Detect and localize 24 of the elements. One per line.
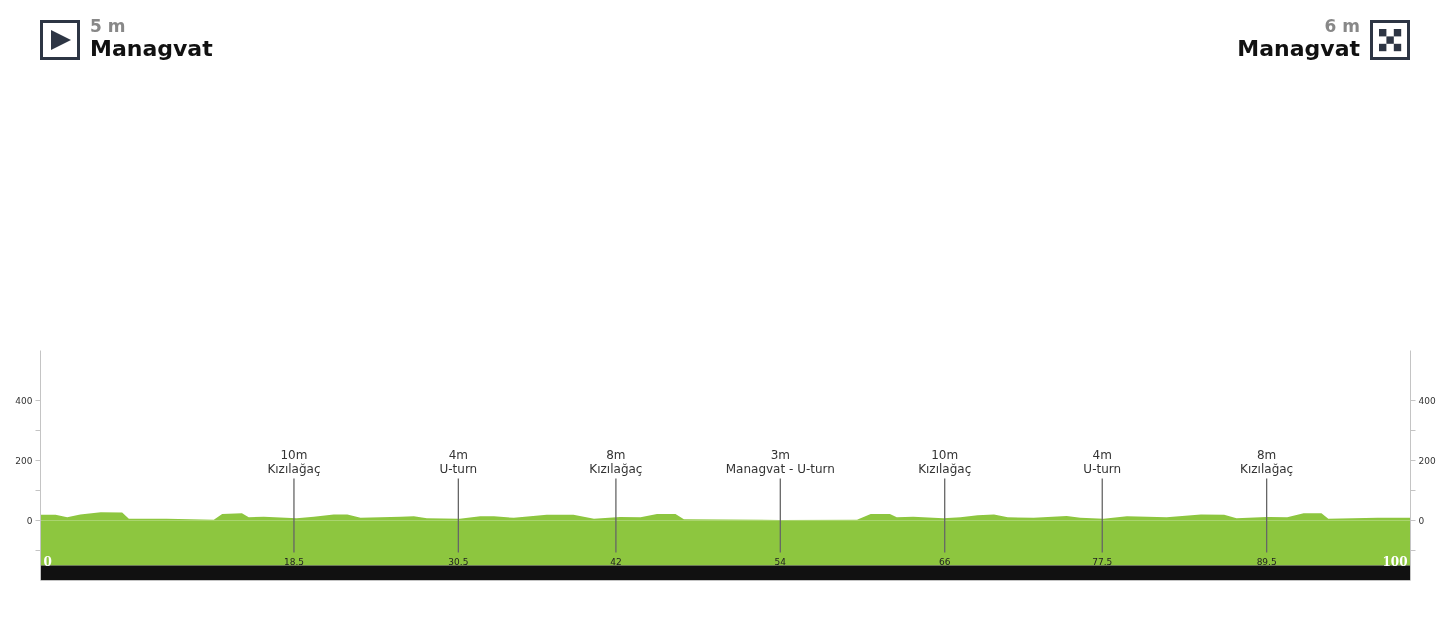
ref-line-label: 3m Managvat - U-turn bbox=[725, 447, 835, 476]
ref-line-label: 4m U-turn bbox=[1083, 447, 1122, 476]
y2-tick-label: 0 bbox=[1418, 516, 1425, 527]
ref-line-label: 4m U-turn bbox=[439, 447, 478, 476]
x-tick-label: 54 bbox=[774, 556, 787, 567]
ref-line-label: 10m Kızılağaç bbox=[918, 447, 972, 476]
ref-line-label: 8m Kızılağaç bbox=[1240, 447, 1294, 476]
y-tick-label: 200 bbox=[15, 456, 33, 467]
y-tick-label: 0 bbox=[26, 516, 33, 527]
y2-tick-label: 400 bbox=[1418, 396, 1436, 407]
ref-line-label: 10m Kızılağaç bbox=[267, 447, 321, 476]
x-tick-label: 30.5 bbox=[448, 556, 469, 567]
x-tick-label: 100 bbox=[1382, 554, 1408, 569]
x-tick-label: 89.5 bbox=[1256, 556, 1277, 567]
x-tick-label: 18.5 bbox=[283, 556, 304, 567]
y2-tick-label: 200 bbox=[1418, 456, 1436, 467]
ref-line-label: 8m Kızılağaç bbox=[589, 447, 643, 476]
y-tick-label: 400 bbox=[15, 396, 33, 407]
text: 5 m Managvat bbox=[90, 16, 213, 62]
x-tick-label: 77.5 bbox=[1092, 556, 1113, 567]
x-tick-label: 66 bbox=[938, 556, 951, 567]
text: 6 m Managvat bbox=[1237, 16, 1360, 62]
x-tick-label: 42 bbox=[610, 556, 622, 567]
x-tick-label: 0 bbox=[43, 554, 52, 569]
